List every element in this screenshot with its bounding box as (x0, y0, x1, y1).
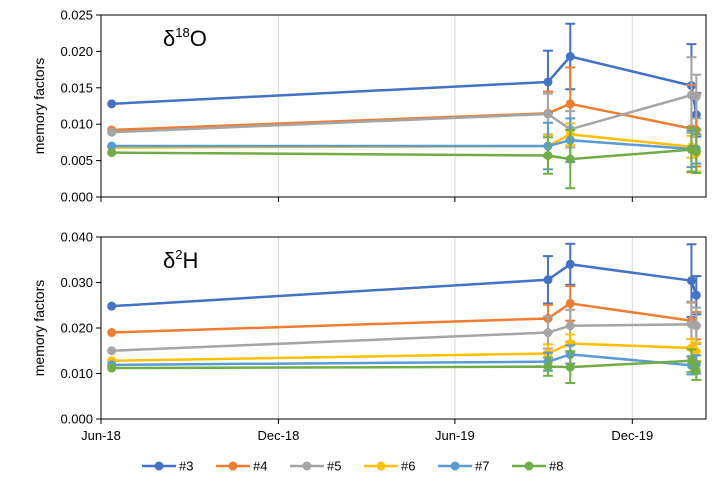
series-n4 (107, 285, 702, 341)
data-point (107, 328, 117, 338)
data-point (107, 148, 117, 158)
y-tick-label: 0.010 (60, 117, 93, 132)
legend-label: #7 (475, 459, 489, 474)
plot-frame (100, 14, 707, 198)
data-point (543, 77, 553, 87)
data-point (107, 99, 117, 109)
legend-label: #6 (401, 459, 415, 474)
data-point (107, 363, 117, 373)
y-tick-label: 0.000 (60, 412, 93, 427)
panel-annotation: δ2H (163, 247, 198, 273)
legend-marker (228, 461, 238, 471)
legend-marker (154, 461, 164, 471)
legend-marker (450, 461, 460, 471)
x-tick-label: Jun-19 (435, 428, 475, 443)
series-n8 (107, 126, 702, 190)
data-point (691, 321, 701, 331)
y-tick-label: 0.020 (60, 321, 93, 336)
data-point (565, 298, 575, 308)
series-line (111, 263, 698, 308)
y-tick-label: 0.040 (60, 230, 93, 245)
data-point (565, 51, 575, 61)
data-point (565, 154, 575, 164)
legend: #3 #4 #5 #6 #7 #8 (142, 459, 563, 474)
y-tick-label: 0.000 (60, 190, 93, 205)
legend-marker (302, 461, 312, 471)
legend-entry: #6 (364, 459, 415, 474)
data-point (107, 301, 117, 311)
y-axis-label: memory factors (31, 280, 47, 376)
data-point (543, 151, 553, 161)
y-tick-label: 0.025 (60, 8, 93, 23)
y-tick-label: 0.015 (60, 80, 93, 95)
series-line (111, 302, 698, 334)
y-tick-label: 0.030 (60, 275, 93, 290)
x-tick-label: Dec-18 (257, 428, 299, 443)
legend-label: #8 (549, 459, 563, 474)
data-point (543, 328, 553, 338)
data-point (691, 290, 701, 300)
data-point (565, 362, 575, 372)
legend-entry: #3 (142, 459, 193, 474)
legend-marker (524, 461, 534, 471)
data-point (691, 146, 701, 156)
series-line (111, 102, 697, 132)
y-tick-label: 0.005 (60, 153, 93, 168)
panel-1: 0.000 0.005 0.010 0.015 0.020 0.025 memory fac… (31, 8, 707, 205)
data-point (543, 362, 553, 372)
data-point (107, 127, 117, 137)
legend-label: #3 (179, 459, 193, 474)
legend-marker (376, 461, 386, 471)
series-line (111, 323, 697, 352)
legend-entry: #4 (216, 459, 267, 474)
data-point (565, 99, 575, 109)
data-point (691, 92, 701, 102)
legend-entry: #8 (512, 459, 563, 474)
series-line (111, 148, 697, 161)
x-tick-label: Jun-18 (81, 428, 121, 443)
data-point (543, 275, 553, 285)
series-n5 (107, 56, 702, 149)
panel-annotation: δ18O (163, 25, 207, 51)
series-n8 (107, 348, 702, 385)
legend-label: #4 (253, 459, 267, 474)
series-n6 (107, 122, 702, 173)
y-tick-label: 0.010 (60, 366, 93, 381)
data-point (686, 356, 696, 366)
data-point (543, 109, 553, 119)
panel-2: 0.000 0.010 0.020 0.030 0.040 Jun-18 Dec-18 Jun… (31, 230, 707, 443)
data-point (565, 321, 575, 331)
legend-entry: #5 (290, 459, 341, 474)
data-point (691, 366, 701, 376)
series-n3 (107, 242, 702, 319)
data-point (107, 141, 117, 151)
series-line (111, 55, 698, 115)
x-tick-label: Dec-19 (611, 428, 653, 443)
y-axis-label: memory factors (31, 58, 47, 154)
legend-label: #5 (327, 459, 341, 474)
legend-entry: #7 (438, 459, 489, 474)
y-tick-label: 0.020 (60, 44, 93, 59)
data-point (107, 346, 117, 356)
data-point (686, 276, 696, 286)
data-point (565, 259, 575, 269)
